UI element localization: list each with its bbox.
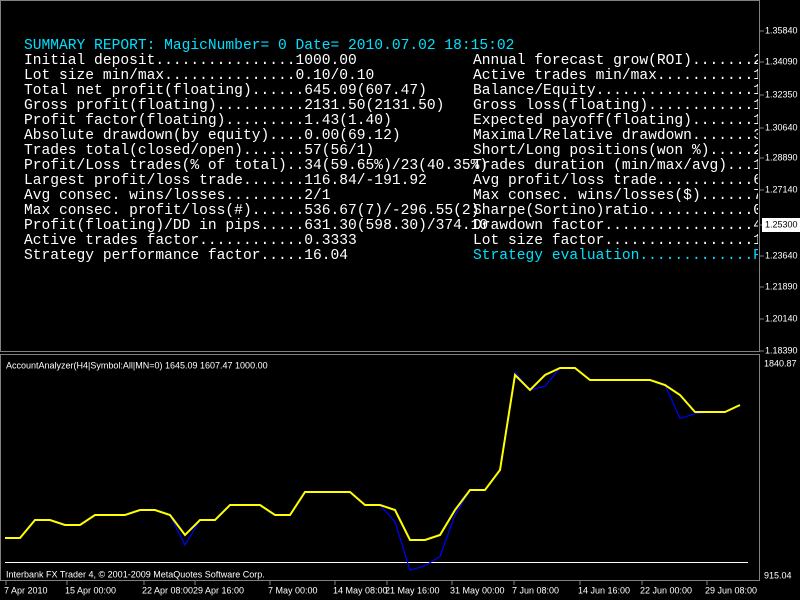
report-line: Short/Long positions(won %).....25(6 (473, 143, 788, 159)
price-label: 1.34090 (765, 56, 798, 66)
indicator-panel-border (0, 354, 760, 581)
time-label: 15 Apr 00:00 (65, 585, 116, 595)
price-label: 1.25300 (765, 219, 798, 229)
price-label: 1.23640 (765, 250, 798, 260)
price-label: 1.18390 (765, 345, 798, 355)
price-panel-border (0, 0, 760, 352)
report-line: Expected payoff(floating).......11.5 (473, 113, 788, 129)
price-label: 1.21890 (765, 281, 798, 291)
report-line: Profit factor(floating).........1.43(1.4… (24, 113, 392, 129)
report-line: Strategy evaluation.............Prof (473, 248, 788, 264)
footer: Interbank FX Trader 4, © 2001-2009 MetaQ… (6, 569, 265, 579)
indicator-chart: AccountAnalyzer(H4|Symbol:All|MN=0) 1645… (5, 358, 797, 580)
report-line: Drawdown factor.................48.1 (473, 218, 789, 234)
report-line: Trades duration (min/max/avg)...13.8 (473, 158, 788, 174)
summary-report: SUMMARY REPORT: MagicNumber= 0 Date= 201… (24, 38, 789, 264)
indicator-line (5, 367, 741, 541)
time-label: 21 May 16:00 (385, 585, 440, 595)
price-label: 1.28890 (765, 152, 798, 162)
price-label: 1.35840 (765, 25, 798, 35)
report-line: Sharpe(Sortino)ratio............0.48 (473, 203, 788, 219)
report-line: Max consec. wins/losses($)......7(53 (473, 188, 788, 204)
report-line: Absolute drawdown(by equity)....0.00(69.… (24, 128, 401, 144)
report-line: Balance/Equity..................1645 (473, 83, 788, 99)
indicator-y-max: 1840.87 (764, 358, 797, 368)
time-label: 14 May 08:00 (333, 585, 388, 595)
report-line: Active trades min/max...........1/3 (473, 68, 780, 84)
report-line: Lot size factor.................1.00 (473, 233, 788, 249)
time-label: 14 Jun 16:00 (578, 585, 630, 595)
report-line: Maximal/Relative drawdown.......331 (473, 128, 780, 144)
report-line: Avg consec. wins/losses.........2/1 (24, 188, 331, 204)
report-line: Lot size min/max...............0.10/0.10 (24, 68, 374, 84)
time-label: 7 Jun 08:00 (512, 585, 559, 595)
time-label: 29 Jun 08:00 (705, 585, 757, 595)
time-label: 22 Jun 00:00 (640, 585, 692, 595)
report-line: Total net profit(floating)......645.09(6… (24, 83, 427, 99)
time-label: 7 Apr 2010 (4, 585, 48, 595)
current-price-box (762, 218, 800, 232)
report-line: Gross profit(floating)..........2131.50(… (24, 98, 444, 114)
report-title: SUMMARY REPORT: MagicNumber= 0 Date= 201… (24, 38, 514, 54)
indicator-y-min: 915.04 (764, 570, 792, 580)
price-label: 1.27140 (765, 184, 798, 194)
price-label: 1.32350 (765, 89, 798, 99)
report-line: Profit/Loss trades(% of total)..34(59.65… (24, 158, 488, 174)
indicator-header: AccountAnalyzer(H4|Symbol:All|MN=0) 1645… (6, 360, 268, 370)
price-label: 1.20140 (765, 313, 798, 323)
report-line: Annual forecast grow(ROI).......2321 (473, 53, 789, 69)
price-label: 1.30640 (765, 122, 798, 132)
report-line: Avg profit/loss trade...........62.6 (473, 173, 788, 189)
time-label: 22 Apr 08:00 (142, 585, 193, 595)
report-line: Active trades factor............0.3333 (24, 233, 357, 249)
report-line: Max consec. profit/loss(#)......536.67(7… (24, 203, 479, 219)
report-line: Initial deposit................1000.00 (24, 53, 357, 69)
time-label: 29 Apr 16:00 (193, 585, 244, 595)
report-line: Gross loss(floating)............1486 (473, 98, 788, 114)
report-line: Strategy performance factor.....16.04 (24, 248, 348, 264)
report-line: Trades total(closed/open).......57(56/1) (24, 143, 374, 159)
report-line: Profit(floating)/DD in pips.....631.30(5… (24, 218, 488, 234)
time-label: 31 May 00:00 (450, 585, 505, 595)
report-line: Largest profit/loss trade.......116.84/-… (24, 173, 427, 189)
time-label: 7 May 00:00 (268, 585, 318, 595)
